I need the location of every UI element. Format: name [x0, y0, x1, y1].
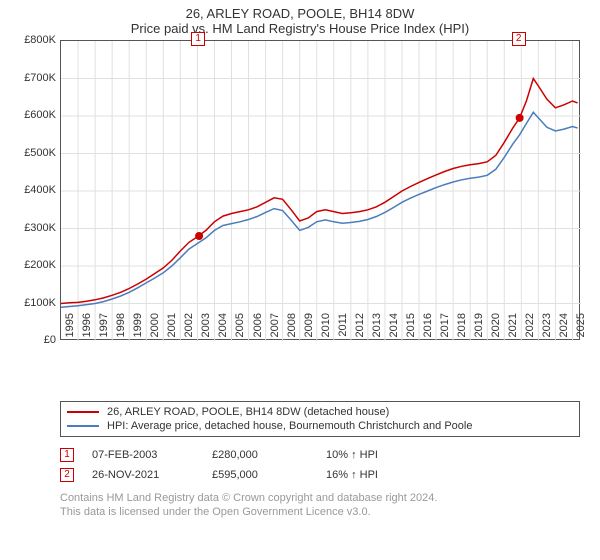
x-tick-label: 2016 [422, 313, 434, 343]
chart-area: £0£100K£200K£300K£400K£500K£600K£700K£80… [60, 40, 580, 365]
legend-swatch-hpi [67, 425, 99, 427]
plot-region [60, 40, 580, 340]
x-tick-label: 2011 [337, 313, 349, 343]
x-tick-label: 2021 [507, 313, 519, 343]
x-tick-label: 2009 [303, 313, 315, 343]
y-tick-label: £400K [10, 184, 56, 196]
x-tick-label: 1996 [81, 313, 93, 343]
footer-note: Contains HM Land Registry data © Crown c… [60, 491, 580, 520]
series-group [61, 79, 578, 308]
x-tick-label: 2019 [473, 313, 485, 343]
x-tick-label: 1998 [115, 313, 127, 343]
footer-line1: Contains HM Land Registry data © Crown c… [60, 491, 580, 505]
txn-marker: 2 [60, 468, 74, 482]
transactions-table: 1 07-FEB-2003 £280,000 10% ↑ HPI 2 26-NOV-202… [60, 445, 580, 485]
x-tick-label: 1995 [64, 313, 76, 343]
x-tick-label: 2023 [541, 313, 553, 343]
y-tick-label: £500K [10, 147, 56, 159]
y-tick-label: £200K [10, 259, 56, 271]
y-tick-label: £700K [10, 72, 56, 84]
x-tick-label: 2007 [269, 313, 281, 343]
x-tick-label: 2022 [524, 313, 536, 343]
x-tick-label: 1997 [98, 313, 110, 343]
transaction-row: 2 26-NOV-2021 £595,000 16% ↑ HPI [60, 465, 580, 485]
x-tick-label: 2025 [575, 313, 587, 343]
txn-diff: 16% ↑ HPI [326, 469, 446, 481]
x-tick-label: 2020 [490, 313, 502, 343]
sale-marker-box-2: 2 [512, 32, 526, 46]
x-tick-label: 2012 [354, 313, 366, 343]
x-tick-label: 2013 [371, 313, 383, 343]
x-tick-label: 2001 [166, 313, 178, 343]
sale-dot-1 [195, 232, 203, 240]
title-subtitle: Price paid vs. HM Land Registry's House … [10, 21, 590, 36]
x-tick-label: 2004 [217, 313, 229, 343]
y-tick-label: £100K [10, 297, 56, 309]
x-tick-label: 2024 [558, 313, 570, 343]
x-tick-label: 1999 [132, 313, 144, 343]
legend-label-hpi: HPI: Average price, detached house, Bour… [107, 420, 472, 432]
legend-swatch-property [67, 411, 99, 413]
x-tick-label: 2005 [234, 313, 246, 343]
y-tick-label: £600K [10, 109, 56, 121]
x-tick-label: 2010 [320, 313, 332, 343]
plot-svg [61, 41, 581, 341]
y-gridlines [61, 79, 581, 304]
x-tick-label: 2018 [456, 313, 468, 343]
transaction-row: 1 07-FEB-2003 £280,000 10% ↑ HPI [60, 445, 580, 465]
x-tick-label: 2015 [405, 313, 417, 343]
y-tick-label: £0 [10, 334, 56, 346]
legend: 26, ARLEY ROAD, POOLE, BH14 8DW (detache… [60, 401, 580, 437]
figure-container: 26, ARLEY ROAD, POOLE, BH14 8DW Price pa… [0, 0, 600, 560]
title-address: 26, ARLEY ROAD, POOLE, BH14 8DW [10, 6, 590, 21]
series-hpi [61, 112, 578, 307]
txn-diff: 10% ↑ HPI [326, 449, 446, 461]
x-tick-label: 2003 [200, 313, 212, 343]
y-tick-label: £800K [10, 34, 56, 46]
txn-date: 26-NOV-2021 [78, 469, 208, 481]
x-tick-label: 2008 [286, 313, 298, 343]
sale-dot-2 [516, 114, 524, 122]
footer-line2: This data is licensed under the Open Gov… [60, 505, 580, 519]
x-tick-label: 2014 [388, 313, 400, 343]
sale-marker-box-1: 1 [191, 32, 205, 46]
x-tick-label: 2017 [439, 313, 451, 343]
txn-marker: 1 [60, 448, 74, 462]
title-block: 26, ARLEY ROAD, POOLE, BH14 8DW Price pa… [10, 6, 590, 36]
x-tick-label: 2000 [149, 313, 161, 343]
txn-price: £595,000 [212, 469, 322, 481]
legend-label-property: 26, ARLEY ROAD, POOLE, BH14 8DW (detache… [107, 406, 389, 418]
y-tick-label: £300K [10, 222, 56, 234]
x-tick-label: 2002 [183, 313, 195, 343]
txn-date: 07-FEB-2003 [78, 449, 208, 461]
legend-row-hpi: HPI: Average price, detached house, Bour… [67, 419, 573, 433]
txn-price: £280,000 [212, 449, 322, 461]
x-tick-label: 2006 [252, 313, 264, 343]
legend-row-property: 26, ARLEY ROAD, POOLE, BH14 8DW (detache… [67, 405, 573, 419]
